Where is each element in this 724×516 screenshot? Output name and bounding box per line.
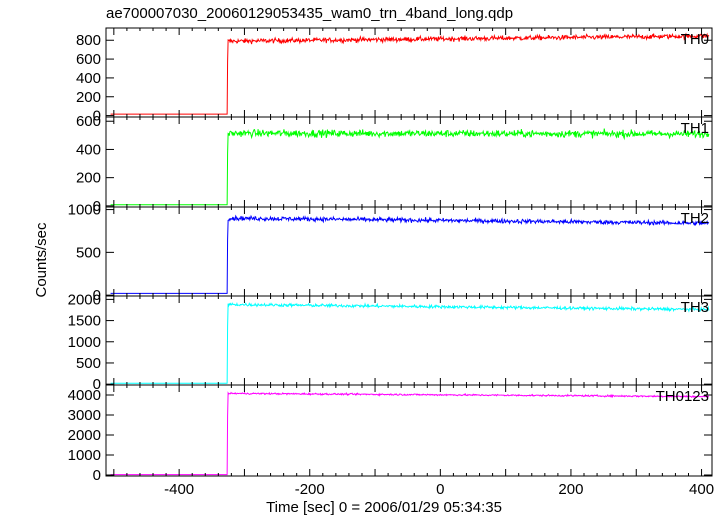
y-tick-label: 600 (76, 113, 101, 130)
series-line-th0123 (110, 391, 710, 476)
x-tick-label: -200 (295, 481, 325, 498)
y-tick-label: 200 (76, 170, 101, 187)
x-axis-label: Time [sec] 0 = 2006/01/29 05:34:35 (266, 499, 502, 516)
panel-th3: 0 500 1000 1500 2000 TH3 (68, 291, 713, 393)
panel-th1: 0 200 400 600 TH1 (76, 113, 713, 215)
y-tick-label: 4000 (68, 387, 101, 404)
panel-frame-th0123 (105, 384, 713, 477)
y-tick-label: 0 (93, 376, 101, 393)
y-tick-label: 0 (93, 287, 101, 304)
y-tick-label: 500 (76, 244, 101, 261)
x-tick-label: 400 (689, 481, 714, 498)
panel-label-th2: TH2 (681, 210, 709, 227)
panel-label-th3: TH3 (681, 299, 709, 316)
panel-th0: 0 200 400 600 800 TH0 (76, 27, 713, 125)
series-line-th2 (110, 214, 710, 294)
y-tick-label: 1500 (68, 313, 101, 330)
panel-th2: 0 500 1000 TH2 (68, 202, 713, 304)
y-tick-label: 800 (76, 32, 101, 49)
y-tick-label: 0 (93, 108, 101, 125)
y-tick-label: 400 (76, 141, 101, 158)
y-tick-label: 600 (76, 51, 101, 68)
y-tick-label: 2000 (68, 291, 101, 308)
x-tick-label: 0 (436, 481, 444, 498)
y-tick-label: 200 (76, 89, 101, 106)
y-tick-label: 3000 (68, 407, 101, 424)
y-axis-label: Counts/sec (33, 222, 50, 298)
y-tick-label: 400 (76, 70, 101, 87)
panel-label-th0123: TH0123 (656, 388, 709, 405)
series-line-th1 (110, 128, 710, 206)
y-tick-label: 0 (93, 467, 101, 484)
panel-label-th0: TH0 (681, 31, 709, 48)
panel-frame-th1 (105, 116, 713, 208)
y-tick-label: 1000 (68, 334, 101, 351)
panel-th0123: 0 1000 2000 3000 4000 TH0123 (68, 384, 713, 484)
y-tick-label: 1000 (68, 447, 101, 464)
panel-label-th1: TH1 (681, 120, 709, 137)
series-line-th0 (110, 32, 710, 115)
y-tick-label: 2000 (68, 427, 101, 444)
y-tick-label: 500 (76, 355, 101, 372)
x-tick-label: 200 (558, 481, 583, 498)
y-tick-label: 0 (93, 198, 101, 215)
x-tick-label: -400 (164, 481, 194, 498)
y-tick-label: 1000 (68, 202, 101, 219)
chart-panels: 0 200 400 600 800 TH0 0 200 400 600 TH1 0 500 1000 TH2… (68, 27, 714, 498)
series-line-th3 (110, 301, 710, 384)
chart-title: ae700007030_20060129053435_wam0_trn_4ban… (106, 5, 513, 22)
